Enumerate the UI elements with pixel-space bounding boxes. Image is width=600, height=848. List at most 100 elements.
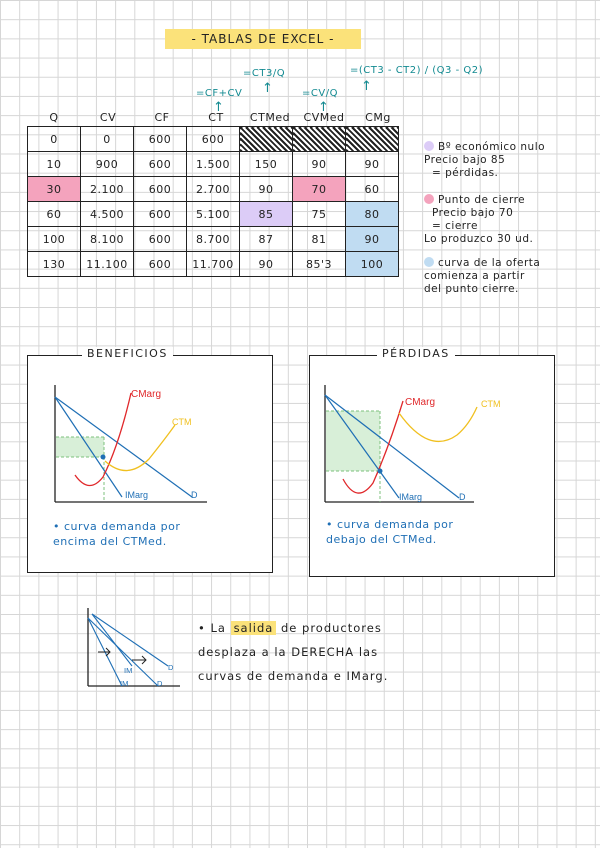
note-text: = cierre	[432, 220, 478, 232]
table-cell: 8.700	[186, 226, 240, 252]
hatched-cell	[345, 126, 399, 152]
table-cell: 1.500	[186, 151, 240, 177]
cmarg-label: CMarg	[405, 397, 435, 408]
header-q: Q	[49, 111, 59, 124]
table-cell: 90	[345, 151, 399, 177]
shift-arrow-icon	[132, 655, 147, 665]
table-cell: 90	[345, 226, 399, 252]
beneficios-note: • curva demanda por encima del CTMed.	[53, 519, 180, 549]
table-cell: 130	[27, 251, 81, 277]
ctm-curve	[104, 424, 176, 472]
note-text: de productores	[281, 621, 382, 635]
demand-line	[54, 396, 193, 498]
salida-graph: IM IM D D	[87, 608, 180, 688]
table-cell: 600	[133, 226, 187, 252]
demand-line-1	[87, 617, 159, 687]
table-cell: 600	[133, 201, 187, 227]
ct-formula: =CF+CV	[196, 88, 243, 99]
note-text: desplaza a la DERECHA las	[198, 645, 379, 659]
table-cell: 0	[80, 126, 134, 152]
page-title: - TABLAS DE EXCEL -	[165, 29, 361, 49]
table-cell: 75	[292, 201, 346, 227]
header-cf: CF	[154, 111, 170, 124]
ctmed-formula: =CT3/Q	[243, 68, 286, 79]
table-cell: 87	[239, 226, 293, 252]
table-row: 10 900 600 1.500 150 90 90	[27, 151, 399, 177]
highlighted-word: salida	[230, 621, 277, 635]
note-text: comienza a partir	[424, 270, 525, 282]
table-row: 30 2.100 600 2.700 90 70 60	[27, 176, 399, 202]
demand-label: D	[191, 490, 198, 500]
cmg-arrow-icon: ↑	[361, 79, 372, 94]
salida-note: • La salida de productores desplaza a la…	[198, 616, 388, 688]
table-cell: 10	[27, 151, 81, 177]
d-label-1: D	[168, 663, 174, 672]
table-cell: 8.100	[80, 226, 134, 252]
note-shutdown-point: Punto de cierre Precio bajo 70 = cierre …	[424, 194, 533, 246]
table-cell: 100	[27, 226, 81, 252]
note-text: debajo del CTMed.	[326, 533, 437, 546]
table-cell: 600	[133, 251, 187, 277]
pink-dot-icon	[424, 194, 434, 204]
note-text: = pérdidas.	[432, 167, 499, 179]
perdidas-title: PÉRDIDAS	[377, 347, 455, 360]
note-text: • curva demanda por	[326, 518, 454, 531]
note-text: encima del CTMed.	[53, 535, 167, 548]
note-text: Precio bajo 70	[432, 207, 514, 219]
note-economic-zero: Bº económico nulo Precio bajo 85 = pérdi…	[424, 141, 545, 180]
table-cell: 5.100	[186, 201, 240, 227]
table-cell: 600	[133, 176, 187, 202]
note-text: • La	[198, 621, 226, 635]
hatched-cell	[292, 126, 346, 152]
cmg-formula: =(CT3 - CT2) / (Q3 - Q2)	[350, 65, 484, 76]
shift-arrow-icon	[98, 647, 111, 657]
beneficios-graph: CMarg CTM IMarg D	[54, 385, 207, 503]
d-label-2: D	[157, 679, 163, 688]
cmarg-curve	[74, 392, 132, 487]
blue-dot-icon	[424, 257, 434, 267]
table-cell: 2.700	[186, 176, 240, 202]
note-text: Lo produzco 30 ud.	[424, 233, 534, 245]
im-label-1: IM	[124, 666, 132, 675]
note-text: Precio bajo 85	[424, 154, 506, 166]
cvmed-arrow-icon: ↑	[318, 100, 329, 115]
header-ctmed: CTMed	[249, 111, 291, 124]
table-cell: 90	[239, 176, 293, 202]
table-cell: 100	[345, 251, 399, 277]
ctmed-arrow-icon: ↑	[262, 81, 273, 96]
note-text: curva de la oferta	[438, 257, 541, 269]
loss-area	[326, 411, 380, 471]
table-cell: 80	[345, 201, 399, 227]
note-text: • curva demanda por	[53, 520, 181, 533]
header-cmg: CMg	[365, 111, 391, 124]
cvmed-formula: =CV/Q	[302, 88, 338, 99]
ct-arrow-icon: ↑	[213, 100, 224, 115]
perdidas-note: • curva demanda por debajo del CTMed.	[326, 517, 453, 547]
table-cell: 600	[133, 126, 187, 152]
table-cell: 60	[27, 201, 81, 227]
lavender-dot-icon	[424, 141, 434, 151]
profit-area	[56, 437, 104, 457]
table-cell: 0	[27, 126, 81, 152]
note-text: curvas de demanda e IMarg.	[198, 669, 389, 683]
table-cell: 2.100	[80, 176, 134, 202]
table-row: 60 4.500 600 5.100 85 75 80	[27, 201, 399, 227]
demand-label: D	[459, 492, 466, 502]
table-cell: 60	[345, 176, 399, 202]
header-cv: CV	[99, 111, 117, 124]
header-ct: CT	[208, 111, 224, 124]
table-cell: 600	[186, 126, 240, 152]
imarg-label: IMarg	[399, 492, 422, 502]
hatched-cell	[239, 126, 293, 152]
note-text: Bº económico nulo	[438, 141, 546, 153]
table-cell: 81	[292, 226, 346, 252]
table-cell: 600	[133, 151, 187, 177]
table-cell: 70	[292, 176, 346, 202]
ctm-curve	[398, 406, 478, 443]
table-cell: 85'3	[292, 251, 346, 277]
equilibrium-point	[377, 468, 383, 474]
table-row: 0 0 600 600	[27, 126, 399, 152]
imarg-line-2	[91, 613, 133, 667]
ctm-label: CTM	[481, 399, 501, 409]
demand-line-2	[91, 613, 169, 667]
